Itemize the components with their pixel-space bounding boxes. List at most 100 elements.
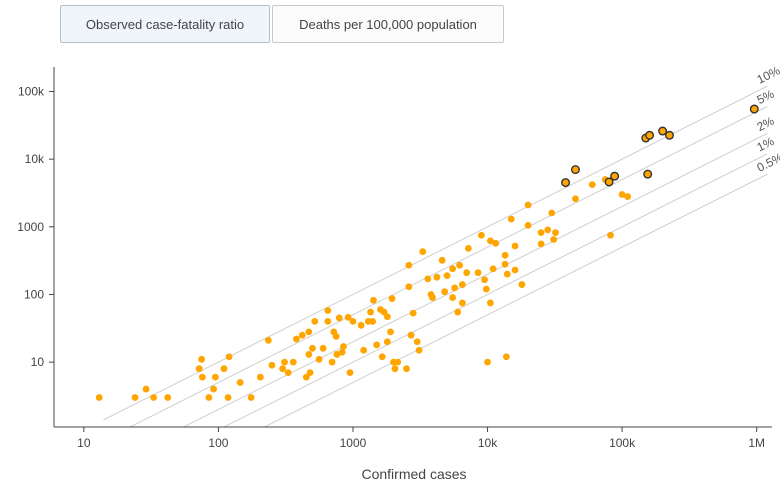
y-tick-labels: 10 100 1000 10k 100k	[17, 84, 45, 369]
data-point	[607, 231, 614, 239]
tab-observed-case-fatality-ratio[interactable]: Observed case-fatality ratio	[60, 5, 270, 43]
data-point	[142, 385, 150, 393]
reference-line-label: 1%	[755, 134, 777, 154]
data-point	[419, 248, 427, 256]
data-point	[489, 265, 497, 273]
y-tick-label: 10	[31, 355, 45, 369]
reference-line	[263, 173, 768, 427]
data-point	[333, 351, 341, 358]
data-point	[518, 281, 526, 288]
data-point	[443, 272, 451, 280]
x-tick-label: 1M	[748, 436, 765, 450]
data-point	[537, 229, 545, 237]
data-point	[131, 394, 139, 401]
data-point	[220, 365, 228, 373]
reference-line-label: 0.5%	[755, 150, 780, 175]
data-point	[537, 240, 545, 248]
data-point	[284, 369, 292, 377]
x-tick-label: 100	[208, 436, 228, 450]
data-point	[344, 313, 352, 321]
data-point	[449, 294, 457, 301]
highlighted-data-point	[645, 130, 655, 140]
data-point	[409, 309, 417, 317]
data-point	[486, 299, 494, 307]
data-point	[387, 328, 394, 336]
data-point	[205, 394, 213, 401]
data-point	[198, 373, 206, 381]
reference-line	[128, 106, 768, 427]
data-point	[311, 317, 319, 325]
data-point	[150, 394, 158, 401]
reference-line-label: 5%	[755, 87, 777, 107]
data-point	[429, 294, 436, 301]
data-point	[236, 379, 244, 386]
reference-line	[182, 132, 768, 427]
data-point	[370, 296, 377, 304]
data-point	[383, 338, 391, 346]
data-point	[332, 333, 340, 340]
data-point	[293, 335, 300, 343]
data-point	[511, 266, 519, 274]
y-tick-label: 1000	[17, 220, 44, 234]
data-point	[572, 195, 579, 203]
data-point	[486, 237, 494, 245]
axes	[49, 67, 772, 432]
data-point	[391, 365, 399, 373]
data-point	[552, 229, 559, 237]
data-point	[463, 269, 471, 277]
data-point	[618, 191, 626, 198]
data-point	[458, 299, 466, 307]
data-point	[550, 236, 558, 243]
data-point	[302, 373, 310, 381]
highlighted-data-point	[610, 171, 620, 181]
data-point	[413, 338, 421, 346]
data-point	[544, 226, 552, 234]
data-points	[95, 104, 759, 401]
data-point	[503, 270, 511, 278]
data-point	[224, 394, 232, 401]
data-point	[588, 181, 596, 189]
y-tick-label: 100	[24, 287, 44, 301]
data-point	[324, 317, 332, 325]
data-point	[279, 365, 287, 373]
highlighted-data-point	[570, 165, 580, 175]
data-point	[511, 242, 519, 250]
data-point	[438, 256, 446, 264]
reference-line-label: 10%	[755, 63, 780, 86]
metric-tabs: Observed case-fatality ratio Deaths per …	[60, 5, 504, 43]
data-point	[501, 251, 509, 259]
reference-line	[103, 85, 768, 421]
tab-deaths-per-100k[interactable]: Deaths per 100,000 population	[272, 5, 504, 43]
data-point	[481, 276, 488, 284]
data-point	[454, 308, 462, 316]
highlighted-data-point	[664, 130, 674, 140]
data-point	[369, 317, 377, 325]
x-tick-label: 10k	[478, 436, 498, 450]
x-tick-labels: 10 100 1000 10k 100k 1M	[77, 436, 765, 450]
data-point	[367, 308, 374, 316]
data-point	[340, 343, 347, 350]
data-point	[383, 313, 391, 321]
data-point	[164, 394, 172, 401]
highlighted-data-point	[604, 177, 614, 187]
data-point	[309, 344, 316, 352]
data-point	[256, 373, 264, 381]
reference-line	[222, 153, 768, 427]
data-point	[357, 321, 365, 329]
data-point	[210, 385, 217, 393]
data-point	[424, 275, 432, 283]
data-point	[305, 351, 313, 358]
data-point	[268, 361, 276, 369]
data-point	[195, 365, 203, 373]
data-point	[451, 284, 459, 292]
data-point	[502, 353, 510, 361]
data-point	[378, 353, 386, 361]
data-point	[264, 336, 272, 344]
data-point	[524, 221, 532, 229]
data-point	[305, 328, 313, 336]
data-point	[346, 369, 354, 377]
data-point	[507, 215, 515, 223]
data-point	[407, 331, 415, 339]
data-point	[298, 331, 306, 339]
